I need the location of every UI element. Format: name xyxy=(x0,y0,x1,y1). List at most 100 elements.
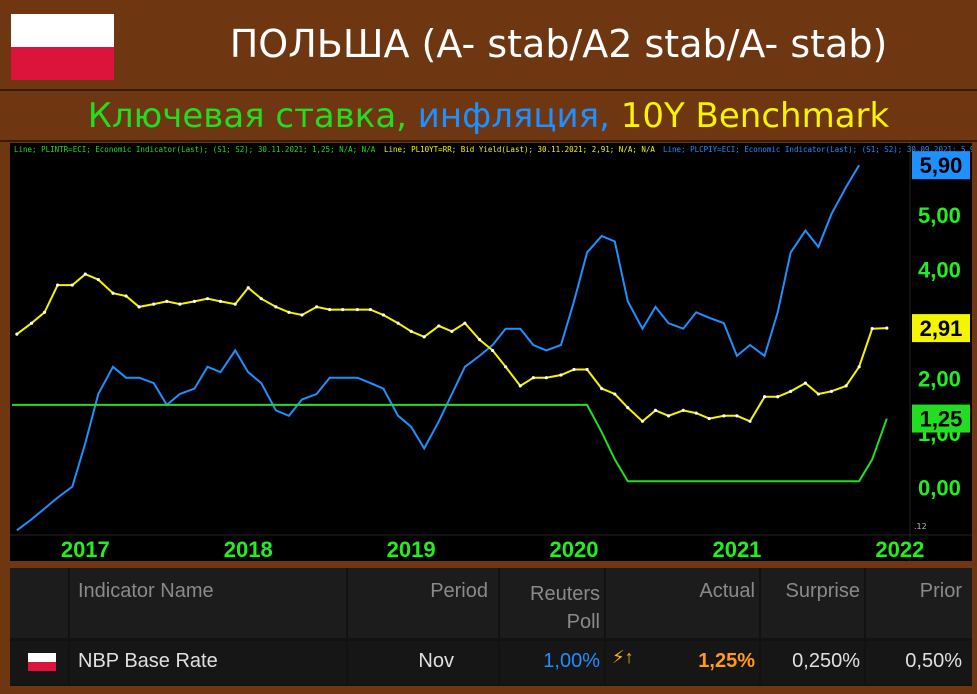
benchmark-data-point xyxy=(531,376,535,380)
benchmark-data-point xyxy=(328,307,332,312)
benchmark-data-point xyxy=(803,381,807,385)
poll-cell: 1,00% xyxy=(500,641,604,684)
benchmark-data-point xyxy=(707,416,711,421)
benchmark-data-point xyxy=(585,367,589,372)
benchmark-data-point xyxy=(192,299,197,304)
x-tick-label: 2019 xyxy=(387,537,436,561)
benchmark-data-point xyxy=(396,321,400,325)
benchmark-data-point xyxy=(341,307,345,312)
column-header[interactable]: Indicator Name xyxy=(70,568,346,638)
actual-value: 1,25% xyxy=(698,650,755,672)
column-header[interactable]: Surprise xyxy=(761,568,864,638)
column-header-indicator-name: Indicator Name xyxy=(78,580,214,602)
y-tick-label: 5,00 xyxy=(918,203,961,228)
y-tick-label: 4,00 xyxy=(918,258,961,283)
prior-value: 0,50% xyxy=(905,650,962,672)
column-header-surprise: Surprise xyxy=(785,580,860,602)
poll-value: 1,00% xyxy=(543,650,600,672)
benchmark-data-point xyxy=(246,286,250,290)
column-header[interactable]: Actual xyxy=(606,568,759,638)
subtitle-inflation: инфляция, xyxy=(417,96,610,136)
column-header[interactable]: Reuters Poll xyxy=(500,568,604,638)
benchmark-data-point xyxy=(518,384,522,388)
benchmark-data-point xyxy=(152,302,156,306)
benchmark-data-point xyxy=(857,365,861,369)
benchmark-data-point xyxy=(626,406,630,410)
page-title: ПОЛЬША (A- stab/A2 stab/A- stab) xyxy=(229,22,888,66)
line-chart: Line; PLINTR=ECI; Economic Indicator(Las… xyxy=(10,143,972,561)
benchmark-data-point xyxy=(776,395,780,399)
benchmark-data-point xyxy=(789,389,793,393)
benchmark-data-point xyxy=(96,278,100,282)
benchmark-data-point xyxy=(450,329,454,333)
inflation-series-line xyxy=(16,164,860,532)
benchmark-data-point xyxy=(613,392,617,396)
benchmark-data-point xyxy=(29,321,34,325)
benchmark-data-point xyxy=(178,302,182,306)
benchmark-data-point xyxy=(748,419,752,423)
benchmark-data-point xyxy=(490,348,495,353)
divider xyxy=(0,89,977,91)
benchmark-data-point xyxy=(42,310,47,314)
benchmark-data-point xyxy=(233,302,237,306)
subtitle-key-rate: Ключевая ставка, xyxy=(87,96,407,136)
column-header-period: Period xyxy=(430,580,488,602)
benchmark-data-point xyxy=(56,283,60,287)
key_rate-last-value-label: 1,25 xyxy=(920,407,963,432)
poland-flag-icon xyxy=(11,14,114,80)
benchmark-data-point xyxy=(600,386,604,391)
period-value: Nov xyxy=(418,650,454,672)
benchmark-data-point xyxy=(640,419,645,423)
column-header-actual: Actual xyxy=(699,580,755,602)
lightning-up-arrow-icon: ⚡↑ xyxy=(612,647,634,667)
benchmark-data-point xyxy=(83,272,87,276)
column-header[interactable]: Period xyxy=(348,568,498,638)
x-tick-label: 2022 xyxy=(875,537,924,561)
subtitle-benchmark: 10Y Benchmark xyxy=(620,96,890,136)
surprise-cell: 0,250% xyxy=(761,641,864,684)
chart-panel: Line; PLINTR=ECI; Economic Indicator(Las… xyxy=(10,143,972,561)
period-cell: Nov xyxy=(348,641,498,684)
benchmark-data-point xyxy=(763,395,767,399)
actual-cell: ⚡↑ 1,25% xyxy=(606,641,759,684)
benchmark-data-point xyxy=(504,365,508,369)
key_rate-last-value-box xyxy=(912,404,970,433)
benchmark-data-point xyxy=(885,326,889,330)
x-tick-label: 2017 xyxy=(61,537,110,561)
benchmark-data-point xyxy=(124,294,128,298)
benchmark-data-point xyxy=(870,327,874,331)
benchmark-data-point xyxy=(70,283,74,287)
benchmark-data-point xyxy=(218,299,223,304)
legend-entry: Line; PL10YT=RR; Bid Yield(Last); 30.11.… xyxy=(384,145,655,154)
surprise-value: 0,250% xyxy=(792,650,860,672)
benchmark-data-point xyxy=(572,367,576,372)
benchmark-data-point xyxy=(381,313,386,317)
inflation-last-value-label: 5,90 xyxy=(920,153,963,178)
table-row[interactable]: NBP Base Rate xyxy=(70,641,346,684)
divider xyxy=(0,140,977,142)
legend-entry: Line; PLINTR=ECI; Economic Indicator(Las… xyxy=(14,145,376,154)
benchmark-data-point xyxy=(287,310,291,314)
benchmark-data-point xyxy=(477,337,482,342)
benchmark-series-line xyxy=(16,273,887,423)
indicator-table: Indicator Name Period Reuters Poll Actua… xyxy=(10,568,972,686)
benchmark-data-point xyxy=(722,414,726,418)
benchmark-data-point xyxy=(368,307,372,312)
benchmark-data-point xyxy=(694,411,698,415)
benchmark-data-point xyxy=(666,414,671,418)
column-header[interactable]: Prior xyxy=(866,568,972,638)
benchmark-data-point xyxy=(355,307,359,312)
x-tick-label: 2020 xyxy=(550,537,599,561)
indicator-name: NBP Base Rate xyxy=(78,650,218,672)
benchmark-data-point xyxy=(559,373,563,377)
benchmark-data-point xyxy=(844,384,848,388)
benchmark-data-point xyxy=(437,324,441,328)
prior-cell: 0,50% xyxy=(866,641,972,684)
column-header-prior: Prior xyxy=(919,580,962,602)
benchmark-data-point xyxy=(165,299,169,304)
inflation-last-value-box xyxy=(912,151,970,180)
benchmark-data-point xyxy=(111,291,115,295)
benchmark-data-point xyxy=(205,297,210,301)
y-tick-label: 2,00 xyxy=(918,367,961,392)
